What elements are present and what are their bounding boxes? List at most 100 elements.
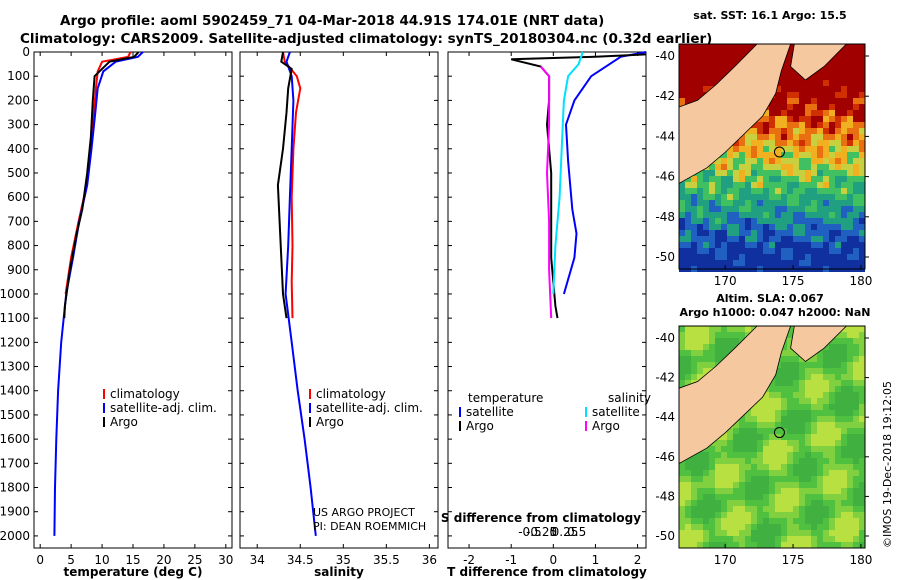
map-cell <box>775 146 781 152</box>
map-cell <box>679 506 685 512</box>
map-cell <box>811 446 817 452</box>
map-cell <box>691 86 697 92</box>
map-cell <box>739 518 745 524</box>
map-cell <box>769 488 775 494</box>
map-cell <box>745 446 751 452</box>
map-cell <box>859 368 865 374</box>
map-cell <box>847 236 853 242</box>
map-cell <box>781 512 787 518</box>
map-cell <box>781 518 787 524</box>
map-cell <box>775 248 781 254</box>
map-cell <box>817 470 823 476</box>
map-cell <box>859 80 865 86</box>
map-cell <box>847 428 853 434</box>
map-cell <box>715 482 721 488</box>
map-cell <box>847 140 853 146</box>
map-cell <box>757 140 763 146</box>
map-cell <box>703 506 709 512</box>
map-cell <box>847 524 853 530</box>
map-cell <box>751 158 757 164</box>
map-y-tick-label: -48 <box>655 210 675 224</box>
map-cell <box>793 116 799 122</box>
map-cell <box>853 176 859 182</box>
map-cell <box>775 542 781 548</box>
map-cell <box>811 110 817 116</box>
map-cell <box>703 332 709 338</box>
map-cell <box>685 86 691 92</box>
map-cell <box>769 428 775 434</box>
map-cell <box>691 80 697 86</box>
map-cell <box>847 476 853 482</box>
map-cell <box>799 482 805 488</box>
map-cell <box>847 62 853 68</box>
map-cell <box>721 458 727 464</box>
map-cell <box>859 500 865 506</box>
map-cell <box>697 212 703 218</box>
map-cell <box>817 128 823 134</box>
map-cell <box>721 494 727 500</box>
map-cell <box>781 446 787 452</box>
map-cell <box>859 164 865 170</box>
map-cell <box>775 524 781 530</box>
map-cell <box>787 458 793 464</box>
map-cell <box>727 482 733 488</box>
map-cell <box>829 434 835 440</box>
map-cell <box>697 260 703 266</box>
map-cell <box>799 374 805 380</box>
map-cell <box>703 494 709 500</box>
map-cell <box>775 188 781 194</box>
legend-title: temperature <box>468 391 543 405</box>
map-cell <box>709 464 715 470</box>
map-cell <box>787 62 793 68</box>
map-cell <box>829 338 835 344</box>
map-cell <box>793 200 799 206</box>
map-cell <box>757 398 763 404</box>
map-cell <box>697 470 703 476</box>
map-cell <box>853 524 859 530</box>
map-cell <box>775 110 781 116</box>
map-cell <box>823 482 829 488</box>
map-cell <box>829 128 835 134</box>
map-cell <box>775 398 781 404</box>
map-cell <box>751 530 757 536</box>
map-cell <box>703 362 709 368</box>
map-cell <box>823 392 829 398</box>
map-cell <box>715 236 721 242</box>
map-cell <box>751 464 757 470</box>
sst-map-title: sat. SST: 16.1 Argo: 15.5 <box>693 9 846 22</box>
map-cell <box>799 236 805 242</box>
map-cell <box>799 122 805 128</box>
map-cell <box>799 248 805 254</box>
map-cell <box>751 410 757 416</box>
map-cell <box>835 242 841 248</box>
map-cell <box>715 494 721 500</box>
map-cell <box>733 452 739 458</box>
map-cell <box>721 488 727 494</box>
map-cell <box>781 140 787 146</box>
map-cell <box>811 224 817 230</box>
map-cell <box>853 518 859 524</box>
map-cell <box>817 446 823 452</box>
map-cell <box>727 242 733 248</box>
map-cell <box>709 344 715 350</box>
map-cell <box>763 158 769 164</box>
map-cell <box>793 176 799 182</box>
map-cell <box>841 518 847 524</box>
map-cell <box>859 518 865 524</box>
map-cell <box>745 224 751 230</box>
map-cell <box>697 368 703 374</box>
map-cell <box>811 98 817 104</box>
map-cell <box>859 344 865 350</box>
map-cell <box>775 440 781 446</box>
map-cell <box>829 410 835 416</box>
map-cell <box>781 212 787 218</box>
map-cell <box>691 62 697 68</box>
map-cell <box>811 524 817 530</box>
map-cell <box>787 44 793 50</box>
map-cell <box>847 518 853 524</box>
map-cell <box>775 260 781 266</box>
map-cell <box>847 362 853 368</box>
map-cell <box>829 260 835 266</box>
map-cell <box>817 134 823 140</box>
map-cell <box>829 194 835 200</box>
